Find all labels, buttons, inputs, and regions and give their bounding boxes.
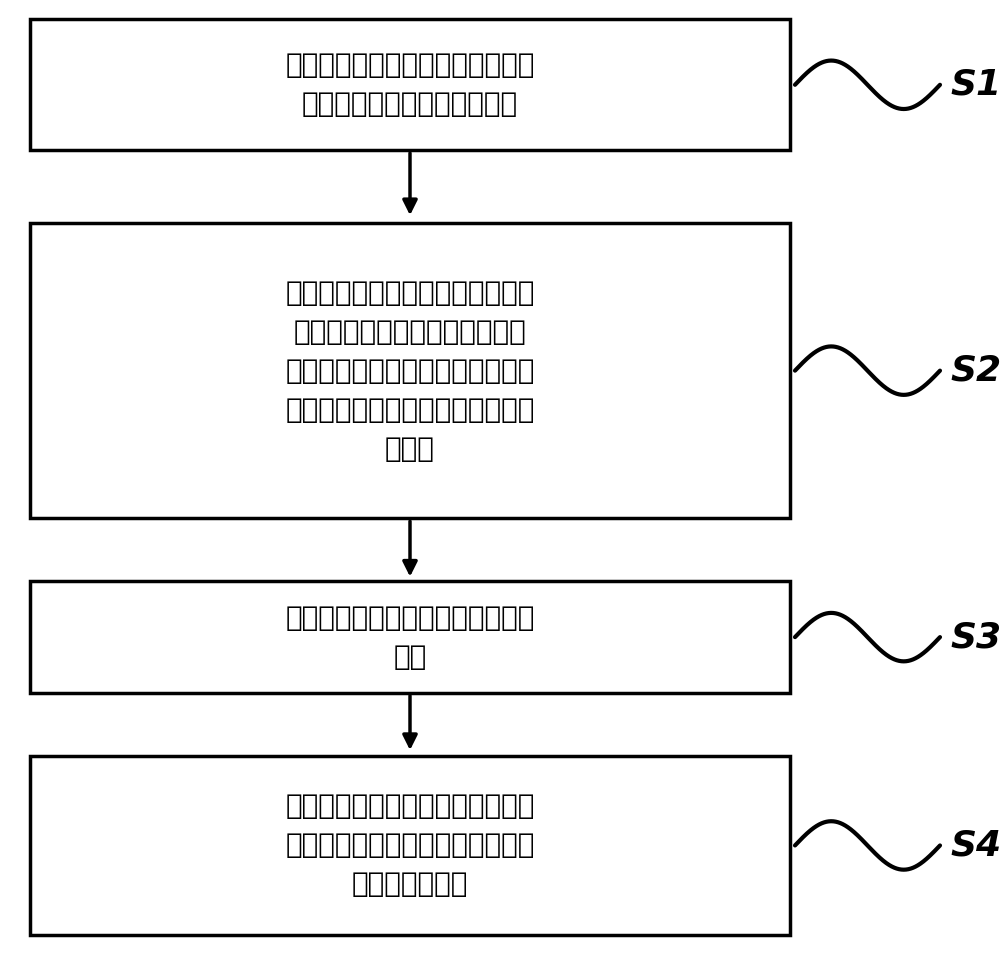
FancyBboxPatch shape [30,223,790,518]
FancyBboxPatch shape [30,581,790,693]
FancyBboxPatch shape [30,756,790,935]
Text: 检测工作完成后，根据电力设备的
电压等级、积污程度生成清洗方
案，所述清洗方案内容包括：清洗
安全距离、清洗方式、清洗顺序、
清洗液: 检测工作完成后，根据电力设备的 电压等级、积污程度生成清洗方 案，所述清洗方案内… [285,279,535,462]
Text: S2: S2 [950,354,1000,388]
Text: S1: S1 [950,68,1000,102]
Text: 启动通风及排风设备，根据清洗方
案控制清洗设备进行电力设备的清
洗以及擦拭工作: 启动通风及排风设备，根据清洗方 案控制清洗设备进行电力设备的清 洗以及擦拭工作 [285,793,535,898]
Text: S4: S4 [950,828,1000,862]
Text: 清洗作业开始前，进行作业人员的
检查以及作业环境的检测工作: 清洗作业开始前，进行作业人员的 检查以及作业环境的检测工作 [285,51,535,118]
FancyBboxPatch shape [30,19,790,150]
Text: S3: S3 [950,620,1000,654]
Text: 根据清洗方案设置通风设备、排风
设备: 根据清洗方案设置通风设备、排风 设备 [285,604,535,671]
